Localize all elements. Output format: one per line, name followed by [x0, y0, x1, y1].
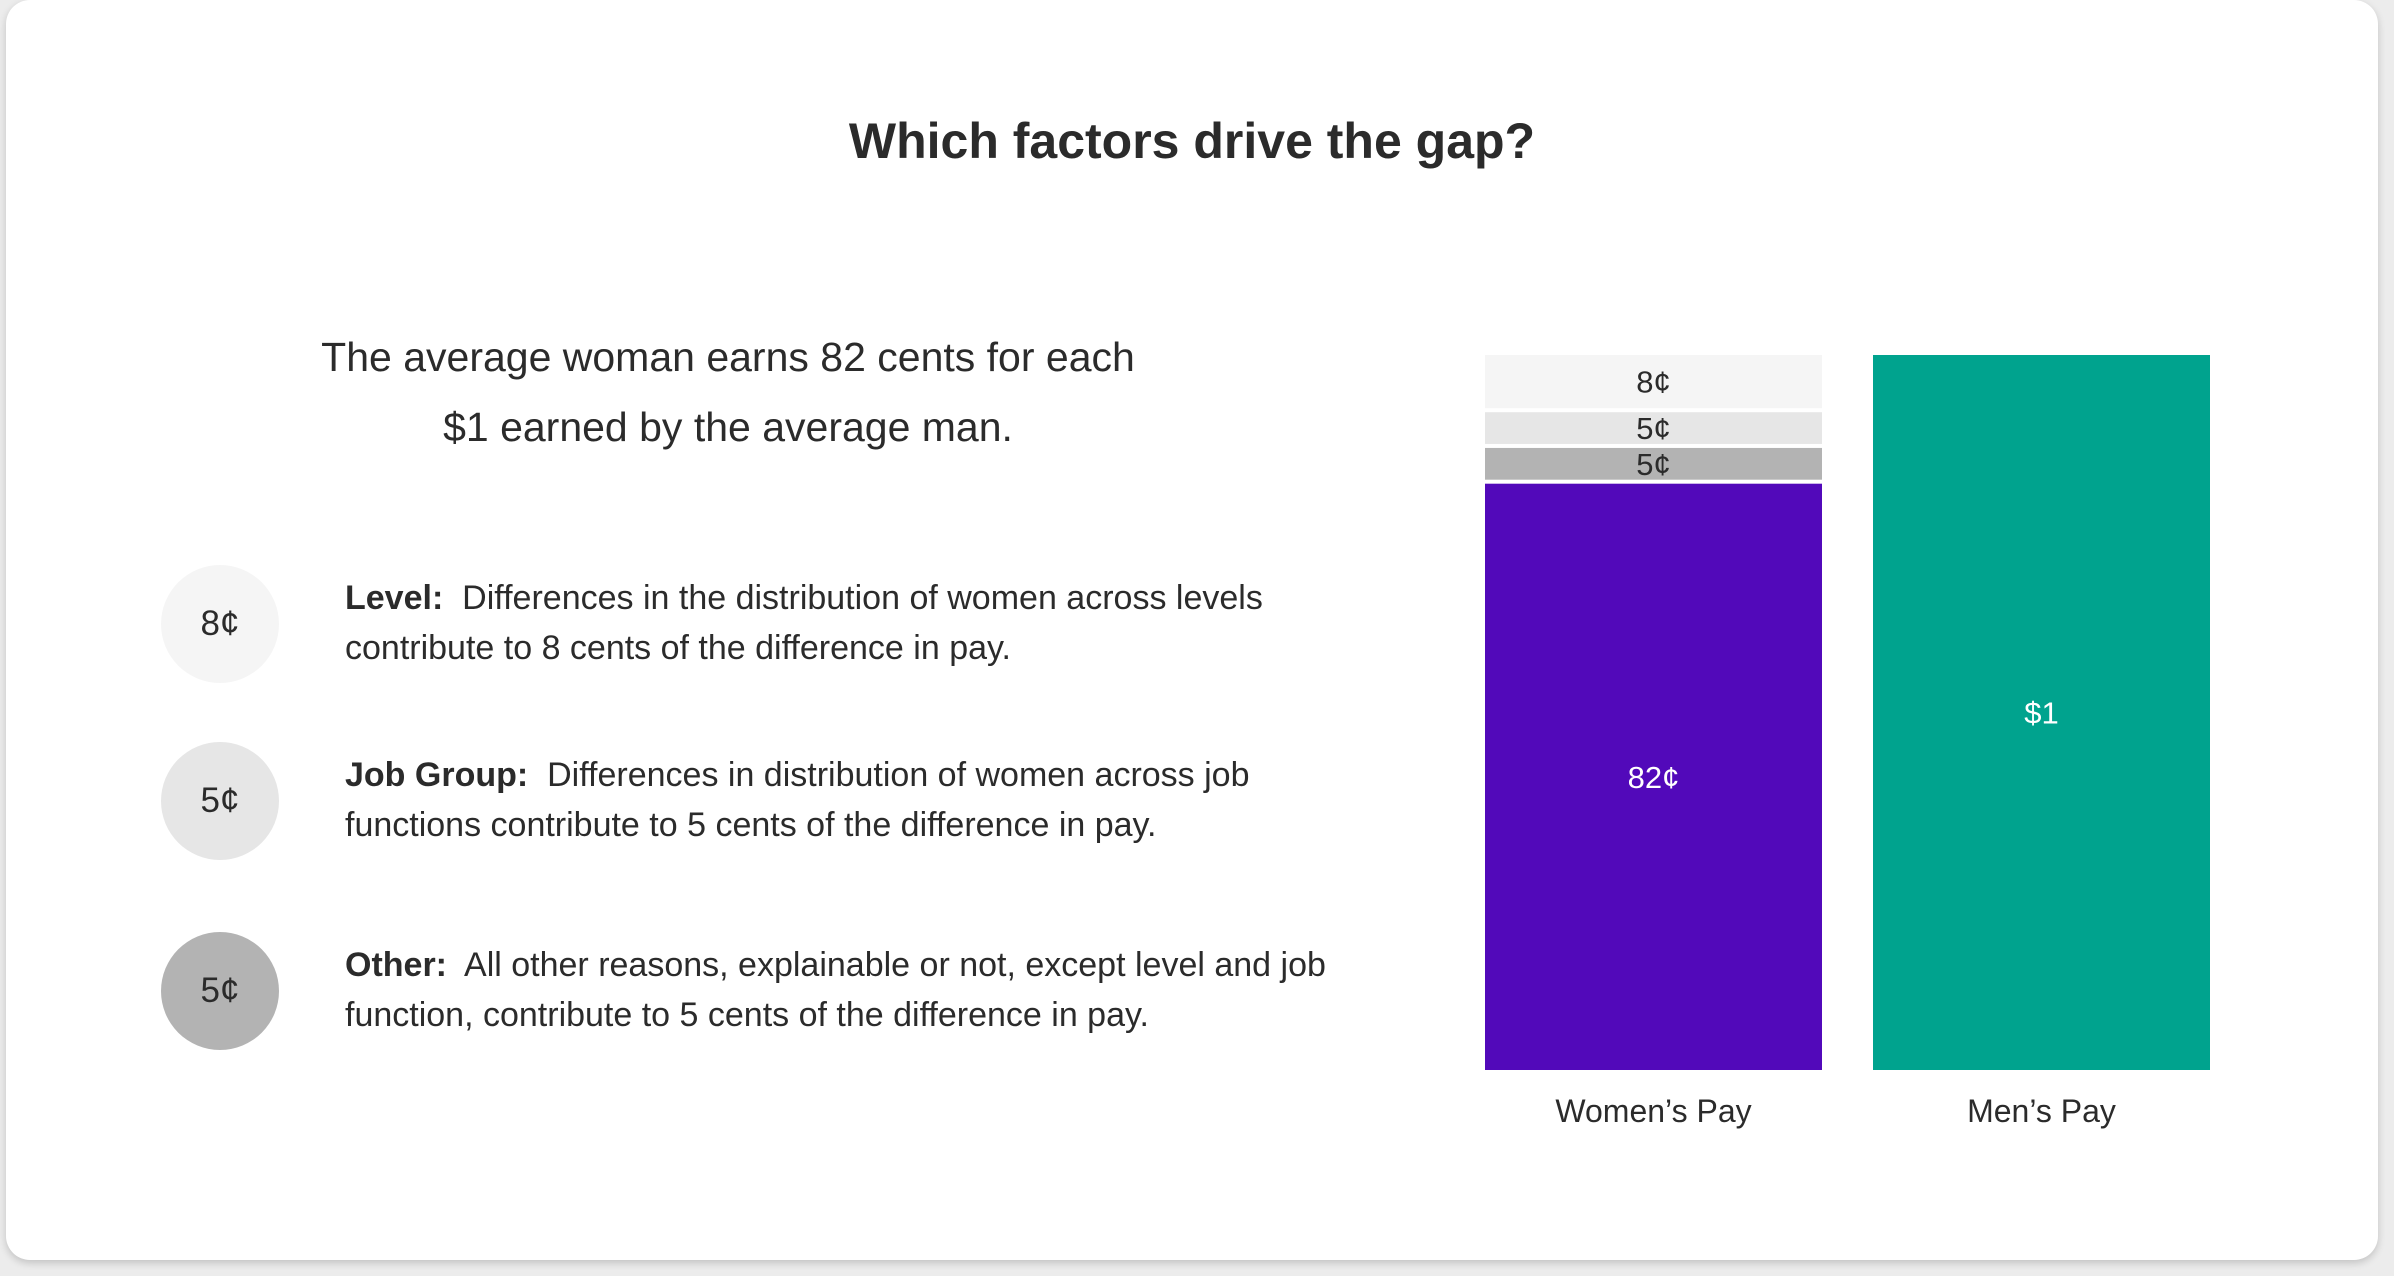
- factor-job-group: 5¢ Job Group: Differences in distributio…: [161, 742, 1361, 862]
- category-label-0: Women’s Pay: [1555, 1093, 1751, 1129]
- factor-other: 5¢ Other: All other reasons, explainable…: [161, 932, 1361, 1052]
- category-label-1: Men’s Pay: [1967, 1093, 2116, 1129]
- bar-label-level-0: 8¢: [1636, 365, 1670, 400]
- job-group-description: Job Group: Differences in distribution o…: [345, 750, 1355, 850]
- pay-bar-chart: 82¢ 5¢5¢ 8¢ Women’s Pay $1 Men’s Pay: [1485, 355, 2210, 1129]
- bar-label-pay-0: 82¢: [1628, 760, 1680, 795]
- summary-line-2: $1 earned by the average man.: [443, 404, 1013, 450]
- bar-segment-other-0: [1485, 447, 1822, 480]
- bar-label-other-0: 5¢: [1636, 447, 1670, 482]
- summary-line-1: The average woman earns 82 cents for eac…: [321, 334, 1135, 380]
- bar-label-pay-1: $1: [2024, 696, 2058, 731]
- level-badge: 8¢: [161, 565, 279, 683]
- bar-segment-level-0: [1485, 355, 1822, 409]
- bar-segment-pay-0: [1485, 483, 1822, 1070]
- other-text: All other reasons, explainable or not, e…: [345, 946, 1326, 1034]
- job-group-badge: 5¢: [161, 742, 279, 860]
- level-text: Differences in the distribution of women…: [345, 579, 1263, 667]
- bar-segment-pay-1: [1873, 355, 2210, 1070]
- other-description: Other: All other reasons, explainable or…: [345, 940, 1355, 1040]
- bar-label-job_group-0: 5¢: [1636, 411, 1670, 446]
- chart-title: Which factors drive the gap?: [848, 113, 1536, 169]
- level-description: Level: Differences in the distribution o…: [345, 573, 1355, 673]
- bar-segment-job_group-0: [1485, 412, 1822, 444]
- job-group-name: Job Group:: [345, 756, 529, 794]
- level-name: Level:: [345, 579, 444, 617]
- other-badge: 5¢: [161, 932, 279, 1050]
- chart-card: Which factors drive the gap? The average…: [6, 0, 2378, 1260]
- other-name: Other:: [345, 946, 447, 984]
- summary-text: The average woman earns 82 cents for eac…: [218, 322, 1238, 462]
- factor-level: 8¢ Level: Differences in the distributio…: [161, 565, 1361, 685]
- job-group-text: Differences in distribution of women acr…: [345, 756, 1250, 844]
